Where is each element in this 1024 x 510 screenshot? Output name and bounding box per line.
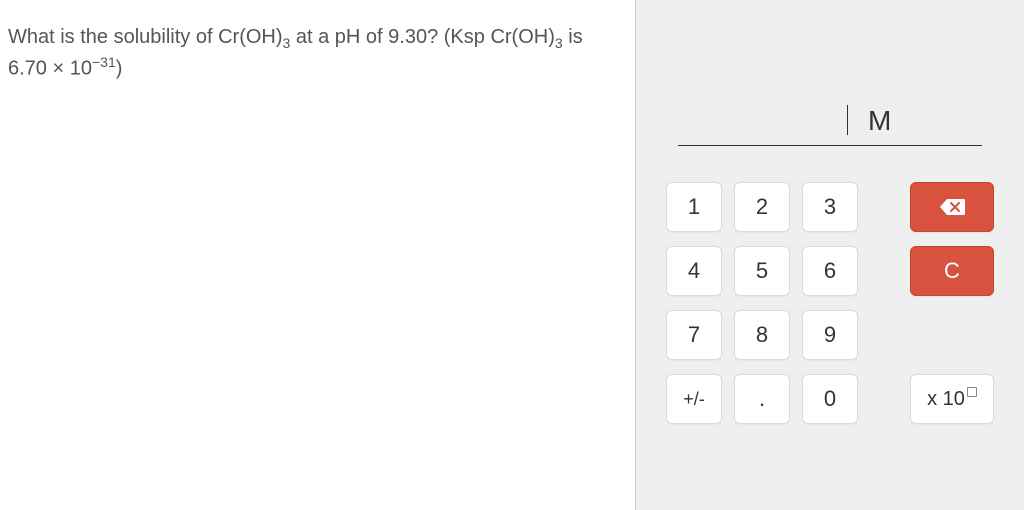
keypad-spacer xyxy=(870,310,898,360)
question-exp: −31 xyxy=(92,54,116,70)
exponent-box-icon xyxy=(967,387,977,397)
key-2[interactable]: 2 xyxy=(734,182,790,232)
text-cursor xyxy=(847,105,848,135)
keypad-spacer xyxy=(870,182,898,232)
question-part: at a pH of xyxy=(290,26,388,48)
answer-unit: M xyxy=(862,105,982,137)
question-part: What is the solubility of Cr(OH) xyxy=(8,26,283,48)
backspace-icon xyxy=(939,198,965,216)
question-end: ) xyxy=(116,58,123,80)
question-text: What is the solubility of Cr(OH) 3 at a p… xyxy=(8,24,615,83)
key-7[interactable]: 7 xyxy=(666,310,722,360)
question-sub: 3 xyxy=(555,35,563,51)
key-8[interactable]: 8 xyxy=(734,310,790,360)
question-part: ? (Ksp Cr(OH) xyxy=(427,26,555,48)
key-6[interactable]: 6 xyxy=(802,246,858,296)
keypad-panel: M 1 2 3 4 5 6 C 7 8 9 +/- . 0 xyxy=(635,0,1024,510)
key-5[interactable]: 5 xyxy=(734,246,790,296)
question-times: × 10 xyxy=(47,58,92,80)
question-part: is xyxy=(563,26,583,48)
key-3[interactable]: 3 xyxy=(802,182,858,232)
key-0[interactable]: 0 xyxy=(802,374,858,424)
key-exponent-label: x 10 xyxy=(927,388,965,411)
key-9[interactable]: 9 xyxy=(802,310,858,360)
keypad-spacer xyxy=(870,374,898,424)
keypad-empty xyxy=(910,310,994,360)
key-exponent[interactable]: x 10 xyxy=(910,374,994,424)
answer-input[interactable] xyxy=(678,103,862,137)
question-panel: What is the solubility of Cr(OH) 3 at a p… xyxy=(0,0,635,510)
keypad: 1 2 3 4 5 6 C 7 8 9 +/- . 0 x 10 xyxy=(666,182,994,424)
keypad-spacer xyxy=(870,246,898,296)
backspace-button[interactable] xyxy=(910,182,994,232)
question-ksp-coeff: 6.70 xyxy=(8,58,47,80)
key-1[interactable]: 1 xyxy=(666,182,722,232)
key-sign[interactable]: +/- xyxy=(666,374,722,424)
question-ph: 9.30 xyxy=(388,26,427,48)
key-4[interactable]: 4 xyxy=(666,246,722,296)
answer-row: M xyxy=(678,90,982,146)
clear-button[interactable]: C xyxy=(910,246,994,296)
key-dot[interactable]: . xyxy=(734,374,790,424)
